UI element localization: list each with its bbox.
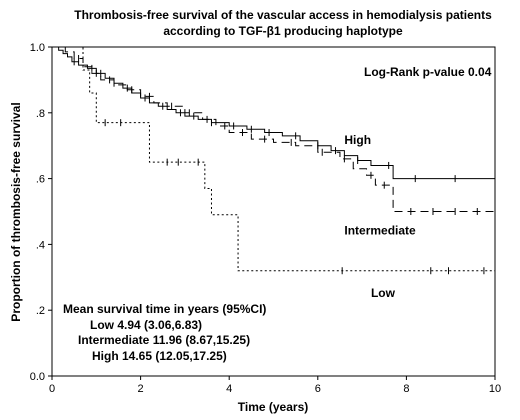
chart-subtitle: according to TGF-β1 producing haplotype — [163, 24, 403, 38]
x-axis-label: Time (years) — [238, 400, 308, 414]
x-tick-label: 10 — [489, 383, 501, 395]
y-tick-label: .4 — [36, 239, 45, 251]
series-label-low: Low — [371, 286, 396, 300]
x-tick-label: 4 — [226, 383, 232, 395]
series-line-low — [52, 46, 495, 272]
mean-survival-heading: Mean survival time in years (95%CI) — [63, 302, 266, 316]
x-tick-label: 8 — [403, 383, 409, 395]
series-label-intermediate: Intermediate — [344, 224, 416, 238]
x-tick-label: 2 — [138, 383, 144, 395]
series-label-high: High — [344, 133, 371, 147]
y-tick-label: .6 — [36, 174, 45, 186]
mean-survival-intermediate: Intermediate 11.96 (8.67,15.25) — [78, 333, 250, 347]
plot-frame — [51, 46, 496, 377]
series-layer: High Intermediate Low — [52, 46, 495, 300]
chart-title: Thrombosis-free survival of the vascular… — [74, 8, 492, 22]
y-tick-label: 0.0 — [30, 371, 45, 383]
pvalue-annotation: Log-Rank p-value 0.04 — [364, 65, 492, 79]
y-tick-label: 1.0 — [30, 42, 45, 54]
series-low: Low — [52, 46, 495, 300]
y-tick-label: .8 — [36, 108, 45, 120]
x-tick-label: 6 — [315, 383, 321, 395]
x-tick-label: 0 — [49, 383, 55, 395]
mean-survival-high: High 14.65 (12.05,17.25) — [92, 349, 227, 363]
series-line-intermediate — [52, 46, 495, 212]
series-intermediate: Intermediate — [52, 46, 495, 238]
y-tick-label: .2 — [36, 305, 45, 317]
y-axis-label: Proportion of thrombosis-free survival — [9, 102, 23, 321]
x-axis: 0 2 4 6 8 10 — [49, 376, 501, 395]
mean-survival-low: Low 4.94 (3.06,6.83) — [90, 318, 202, 332]
y-axis: 0.0 .2 .4 .6 .8 1.0 — [30, 42, 52, 383]
